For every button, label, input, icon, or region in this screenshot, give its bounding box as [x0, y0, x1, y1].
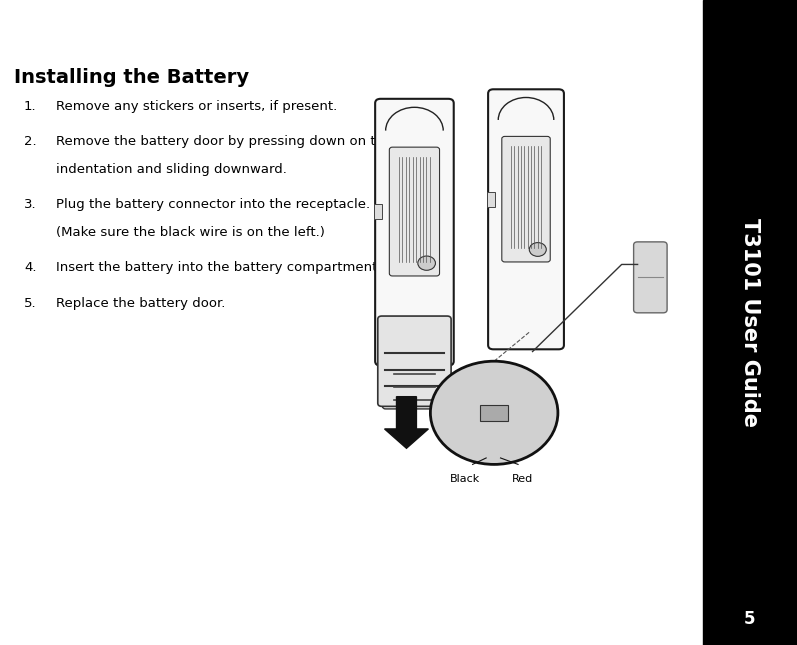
Text: 2.: 2. [24, 135, 37, 148]
Text: Remove the battery door by pressing down on the: Remove the battery door by pressing down… [56, 135, 392, 148]
Text: indentation and sliding downward.: indentation and sliding downward. [56, 163, 287, 176]
Text: Remove any stickers or inserts, if present.: Remove any stickers or inserts, if prese… [56, 100, 337, 113]
FancyBboxPatch shape [502, 136, 550, 262]
Text: Red: Red [512, 474, 532, 484]
FancyBboxPatch shape [488, 89, 564, 350]
Bar [703, 0, 797, 645]
Text: 3.: 3. [24, 199, 37, 212]
Circle shape [418, 256, 435, 270]
FancyBboxPatch shape [378, 316, 451, 406]
FancyBboxPatch shape [390, 147, 439, 276]
Bar [487, 192, 495, 206]
Text: T3101 User Guide: T3101 User Guide [740, 218, 760, 427]
Circle shape [430, 361, 558, 464]
Text: (Make sure the black wire is on the left.): (Make sure the black wire is on the left… [56, 226, 324, 239]
Text: 1.: 1. [24, 100, 37, 113]
Text: Replace the battery door.: Replace the battery door. [56, 297, 226, 310]
Text: 5.: 5. [24, 297, 37, 310]
FancyBboxPatch shape [375, 99, 453, 366]
Bar [375, 204, 383, 219]
Text: Installing the Battery: Installing the Battery [14, 68, 249, 86]
Circle shape [529, 243, 546, 256]
Text: 5: 5 [744, 610, 756, 628]
Text: Insert the battery into the battery compartment.: Insert the battery into the battery comp… [56, 261, 381, 274]
Text: Plug the battery connector into the receptacle.: Plug the battery connector into the rece… [56, 199, 370, 212]
FancyBboxPatch shape [383, 352, 446, 409]
FancyArrow shape [384, 397, 429, 448]
Bar [480, 405, 508, 421]
Text: Black: Black [450, 474, 480, 484]
Text: 4.: 4. [24, 261, 37, 274]
FancyBboxPatch shape [634, 242, 667, 313]
